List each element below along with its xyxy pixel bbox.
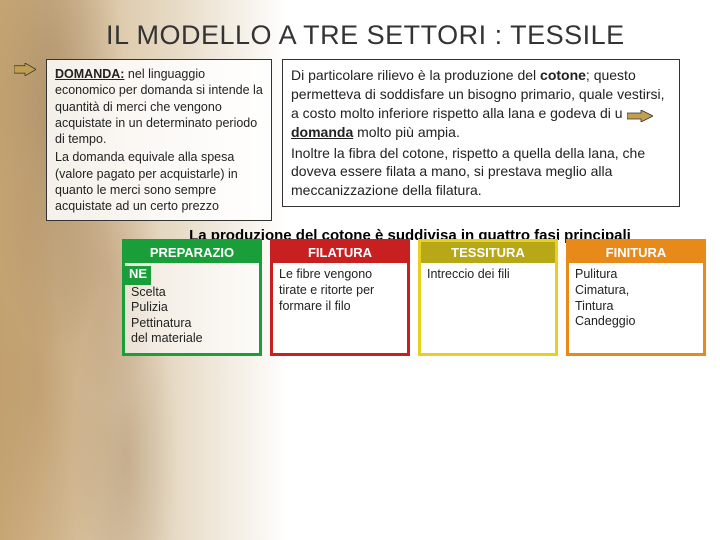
phase-body: Intreccio dei fili bbox=[421, 263, 555, 289]
desc-p1a: Di particolare rilievo è la produzione d… bbox=[291, 67, 540, 83]
phase-box: FINITURAPulituraCimatura,TinturaCandeggi… bbox=[566, 239, 706, 356]
phase-header: PREPARAZIO bbox=[125, 242, 259, 263]
phase-header: TESSITURA bbox=[421, 242, 555, 263]
description-box: Di particolare rilievo è la produzione d… bbox=[282, 59, 680, 207]
phase-header: FILATURA bbox=[273, 242, 407, 263]
desc-cotone: cotone bbox=[540, 67, 586, 83]
phase-body: Le fibre vengono tirate e ritorte per fo… bbox=[273, 263, 407, 320]
inline-arrow-icon bbox=[627, 108, 653, 120]
desc-p2: Inoltre la fibra del cotone, rispetto a … bbox=[291, 144, 671, 201]
definition-box: DOMANDA: nel linguaggio economico per do… bbox=[46, 59, 272, 221]
definition-head: DOMANDA: bbox=[55, 67, 124, 81]
phase-box: FILATURALe fibre vengono tirate e ritort… bbox=[270, 239, 410, 356]
definition-p2: La domanda equivale alla spesa (valore p… bbox=[55, 149, 263, 214]
slide-title: IL MODELLO A TRE SETTORI : TESSILE bbox=[106, 20, 706, 51]
phase-body: NESceltaPuliziaPettinaturadel materiale bbox=[125, 263, 259, 353]
phase-header: FINITURA bbox=[569, 242, 703, 263]
arrow-right-icon bbox=[14, 63, 36, 77]
phases-row: PREPARAZIONESceltaPuliziaPettinaturadel … bbox=[122, 239, 706, 356]
phase-box: TESSITURAIntreccio dei fili bbox=[418, 239, 558, 356]
phase-body: PulituraCimatura,TinturaCandeggio bbox=[569, 263, 703, 336]
desc-p1e: molto più ampia. bbox=[353, 124, 460, 140]
top-row: DOMANDA: nel linguaggio economico per do… bbox=[14, 59, 706, 221]
phase-box: PREPARAZIONESceltaPuliziaPettinaturadel … bbox=[122, 239, 262, 356]
desc-domanda: domanda bbox=[291, 124, 353, 140]
slide-content: IL MODELLO A TRE SETTORI : TESSILE DOMAN… bbox=[0, 0, 720, 366]
